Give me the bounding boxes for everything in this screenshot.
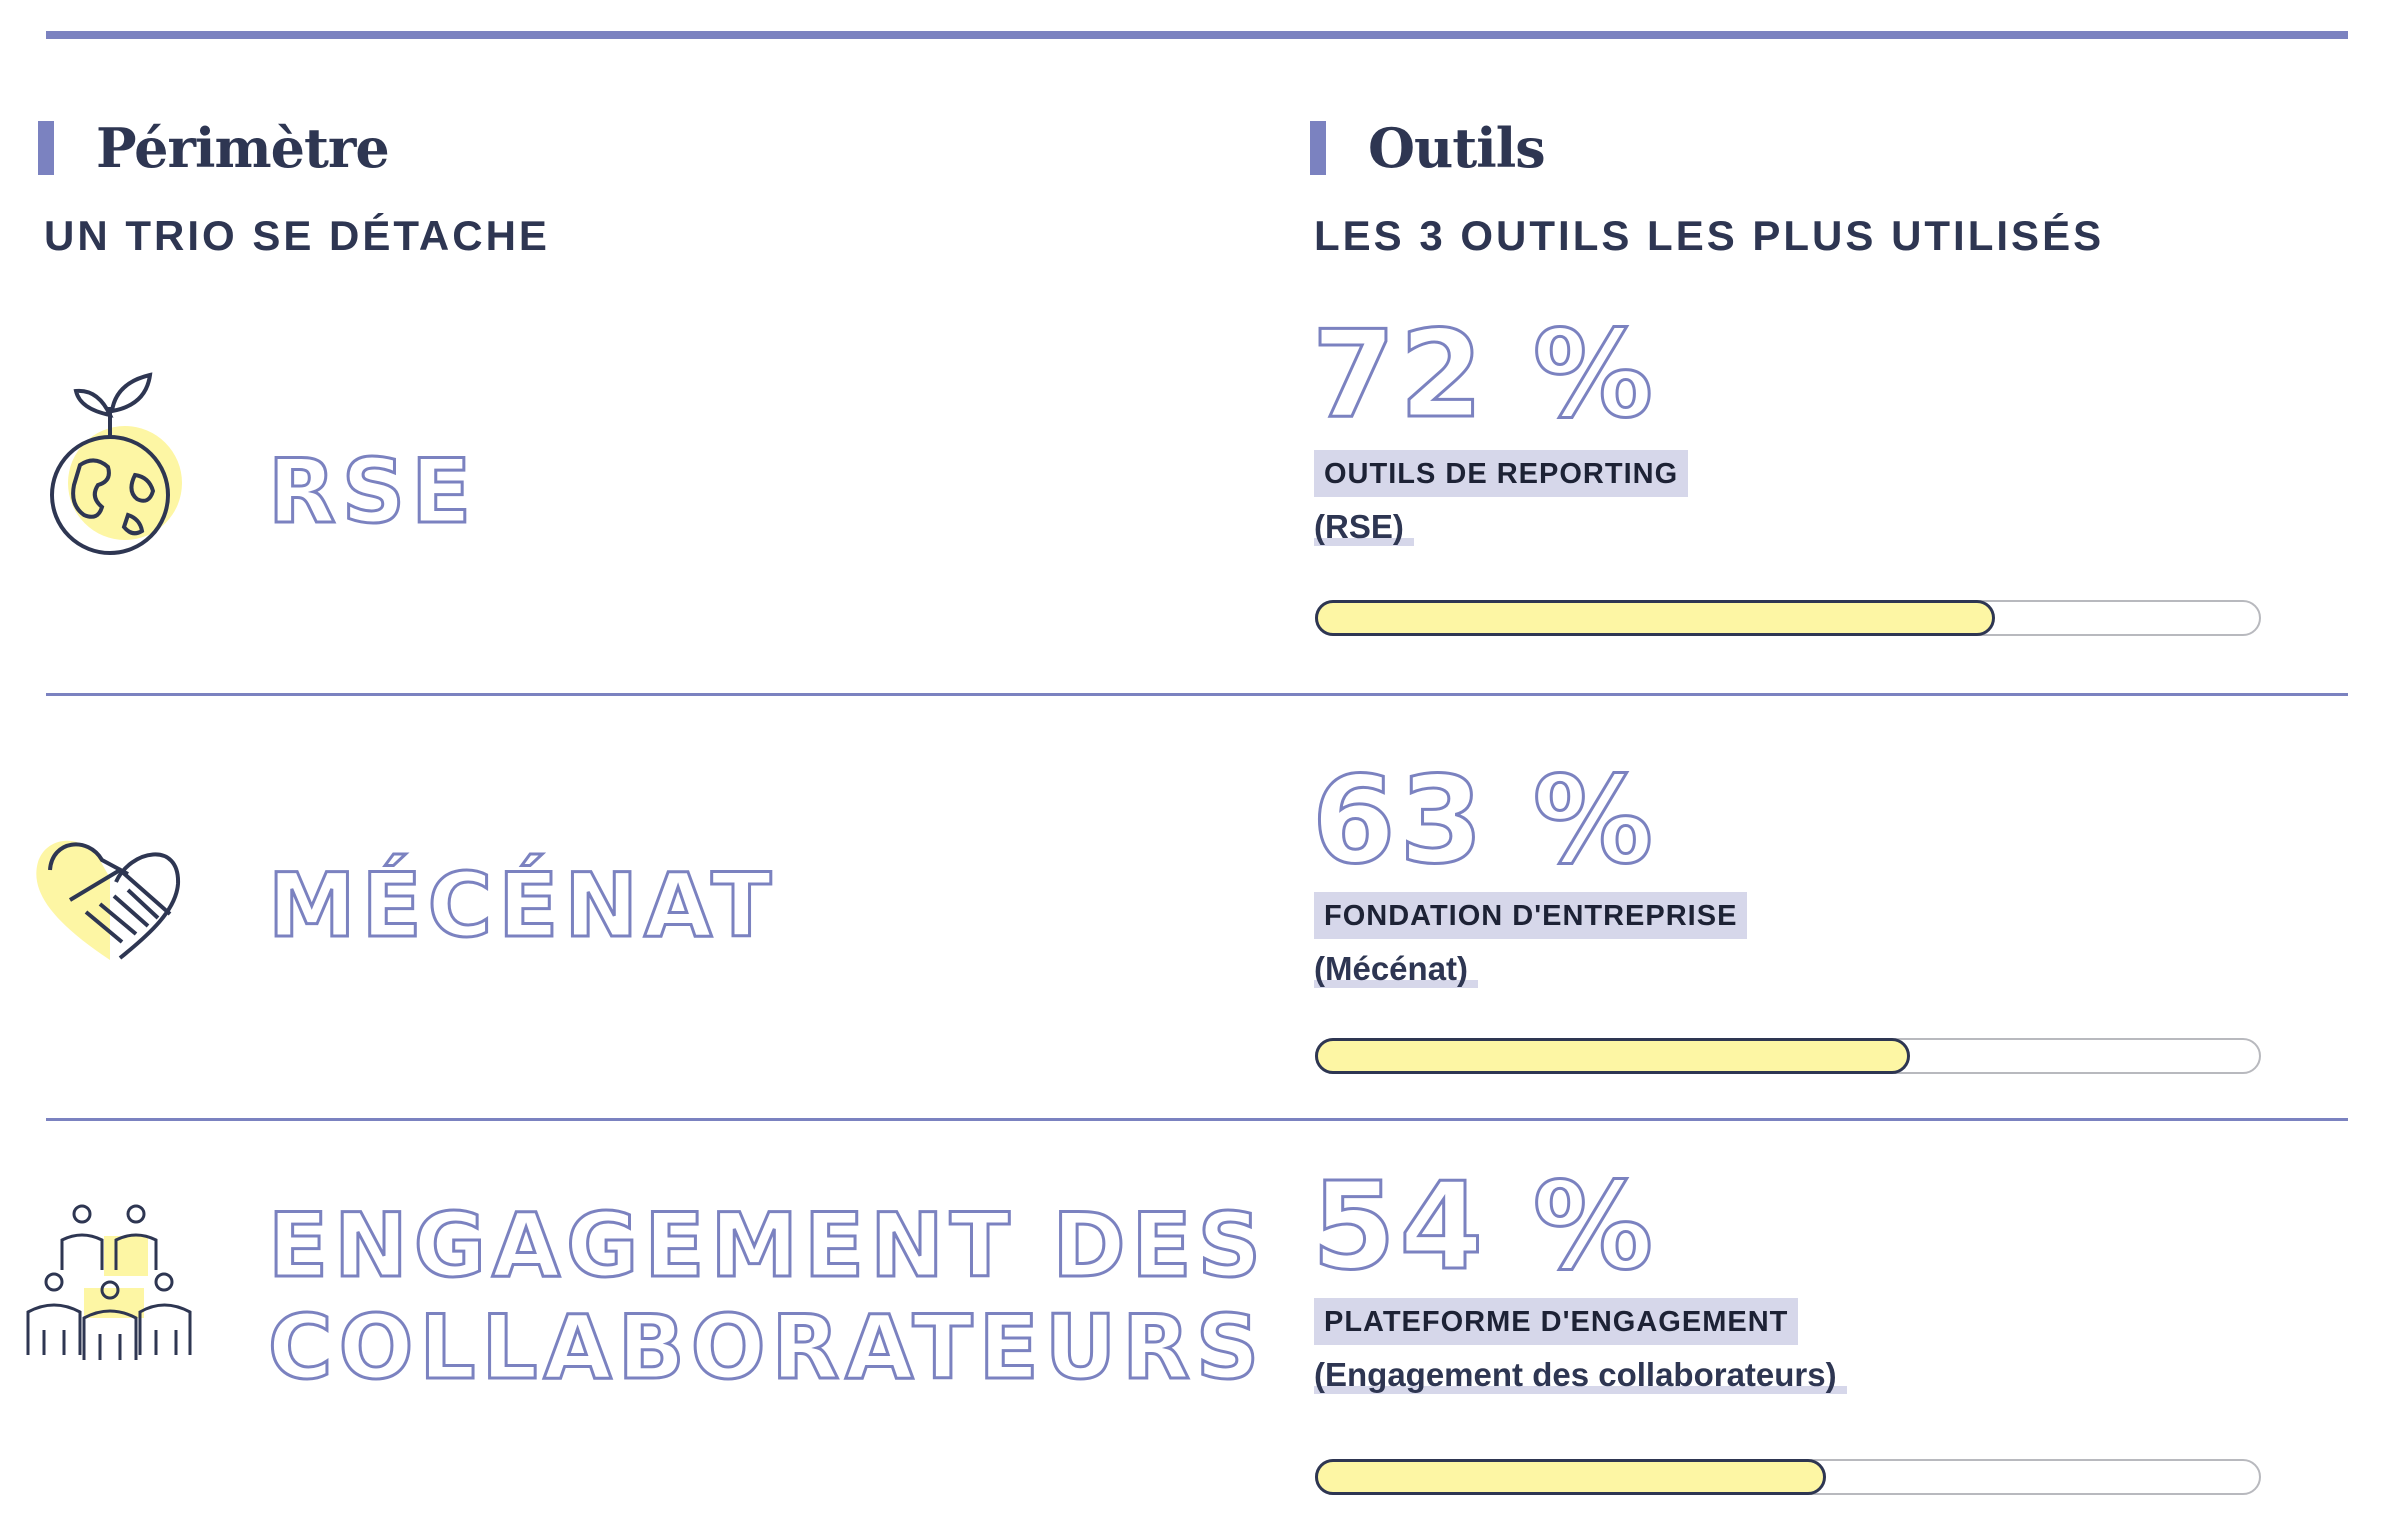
progress-bar: [1315, 1459, 2261, 1495]
left-heading-title: Périmètre: [96, 116, 390, 180]
category-label-line2: COLLABORATEURS: [266, 1296, 1266, 1399]
top-divider: [46, 31, 2348, 39]
tool-label: PLATEFORME D'ENGAGEMENT: [1314, 1298, 1799, 1345]
tool-scope: (Engagement des collaborateurs): [1314, 1356, 1847, 1394]
right-column-heading: Outils: [1310, 116, 1546, 180]
progress-fill: [1315, 1038, 1911, 1074]
progress-fill: [1315, 1459, 1826, 1495]
category-label-line1: ENGAGEMENT DES: [267, 1194, 1267, 1297]
row-divider: [46, 1118, 2348, 1121]
right-heading-title: Outils: [1368, 116, 1546, 180]
category-label: MÉCÉNAT: [266, 854, 778, 957]
left-column-heading: Périmètre: [38, 116, 390, 180]
plant-globe-icon: [50, 372, 182, 555]
percent-value: 54 %: [1310, 1158, 1658, 1297]
team-people-icon: [26, 1204, 192, 1360]
percent-value: 72 %: [1310, 306, 1658, 445]
progress-bar: [1315, 600, 2261, 636]
tool-label: OUTILS DE REPORTING: [1314, 450, 1689, 497]
progress-fill: [1315, 600, 1996, 636]
right-column-subtitle: LES 3 OUTILS LES PLUS UTILISÉS: [1314, 212, 2105, 259]
progress-bar: [1315, 1038, 2261, 1074]
heading-accent-bar: [38, 121, 54, 175]
heart-handshake-icon: [36, 840, 181, 960]
percent-value: 63 %: [1310, 752, 1658, 891]
heading-accent-bar: [1310, 121, 1326, 175]
tool-label: FONDATION D'ENTREPRISE: [1314, 892, 1748, 939]
category-label: RSE: [266, 440, 478, 543]
left-column-subtitle: UN TRIO SE DÉTACHE: [44, 212, 550, 259]
tool-scope: (Mécénat): [1314, 950, 1479, 988]
row-divider: [46, 693, 2348, 696]
tool-scope: (RSE): [1314, 508, 1414, 546]
